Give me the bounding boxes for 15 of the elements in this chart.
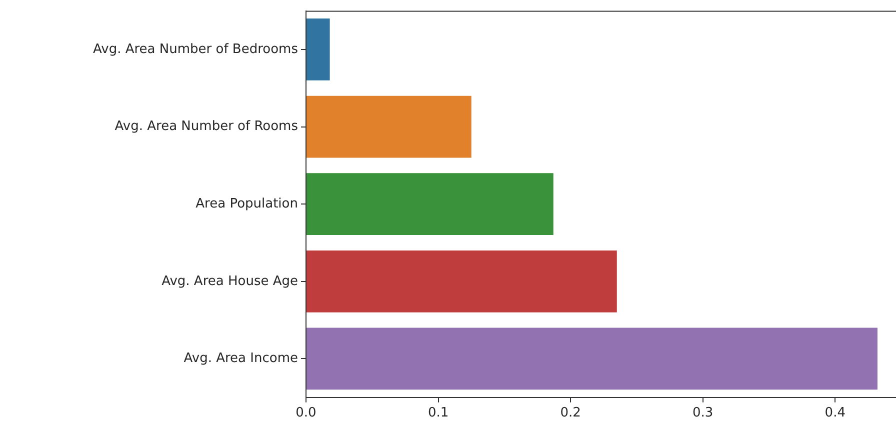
x-tick-label: 0.3 [692, 406, 714, 421]
y-tick-label: Avg. Area Income [184, 351, 298, 366]
x-tick-label: 0.4 [824, 406, 846, 421]
bar [306, 96, 472, 158]
bar [306, 250, 617, 312]
bar [306, 328, 878, 390]
y-tick-label: Avg. Area Number of Bedrooms [93, 42, 298, 57]
y-tick-label: Area Population [196, 196, 298, 212]
y-tick-label: Avg. Area House Age [162, 274, 298, 289]
x-tick-label: 0.2 [560, 406, 581, 421]
bar [306, 173, 554, 236]
x-tick-label: 0.1 [428, 406, 449, 421]
x-tick-label: 0.0 [296, 406, 316, 421]
bar [306, 18, 330, 80]
y-tick-label: Avg. Area Number of Rooms [114, 119, 298, 134]
